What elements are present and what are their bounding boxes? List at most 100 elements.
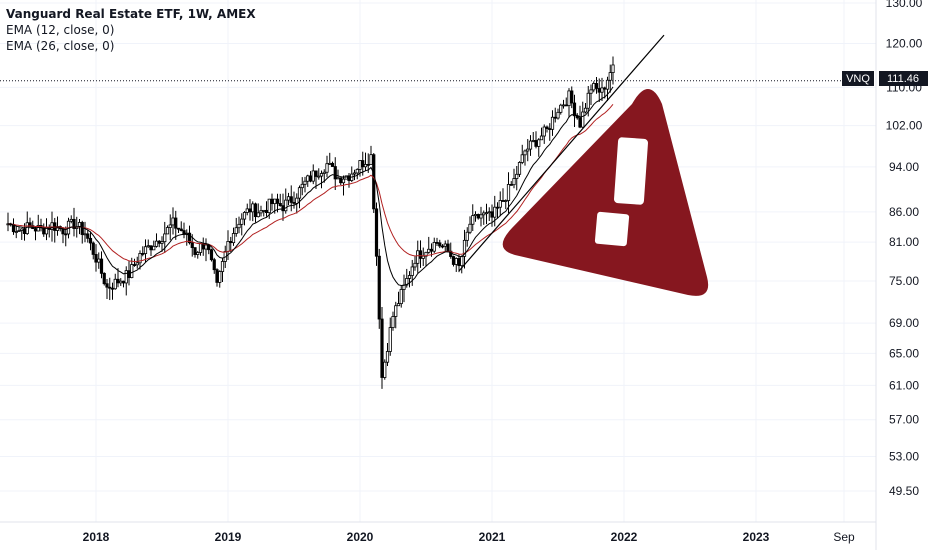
candle-body — [168, 224, 172, 228]
trendline[interactable] — [458, 34, 665, 272]
candle-body — [193, 247, 197, 255]
candle — [355, 168, 359, 180]
candle — [454, 257, 458, 272]
candle-body — [600, 87, 604, 93]
candle-body — [594, 83, 599, 89]
candle-body — [446, 243, 450, 252]
candle-body — [465, 231, 469, 241]
candle — [592, 81, 596, 93]
candle-body — [330, 162, 335, 167]
candle-body — [586, 92, 590, 109]
candle — [410, 259, 414, 286]
candle-body — [611, 64, 615, 74]
candle — [215, 268, 219, 287]
candle — [438, 239, 442, 249]
y-tick-label: 69.00 — [889, 316, 919, 330]
candle-body — [391, 316, 395, 328]
candle-body — [25, 222, 29, 234]
candle-body — [399, 289, 403, 305]
candle-body — [319, 173, 324, 177]
candle — [220, 257, 225, 282]
candle-body — [240, 218, 244, 225]
candle-body — [542, 126, 546, 137]
candle — [322, 169, 326, 183]
candle — [97, 252, 101, 269]
candle-body — [515, 173, 519, 179]
candle — [69, 215, 73, 224]
candle — [149, 245, 153, 257]
candle-body — [20, 228, 24, 231]
candle — [352, 169, 357, 181]
candle-body — [154, 240, 159, 247]
candle — [14, 226, 18, 239]
candle — [350, 166, 354, 183]
candle — [572, 94, 577, 127]
candle — [165, 225, 170, 235]
candle — [570, 86, 574, 109]
candle-body — [209, 249, 214, 261]
candle — [102, 272, 106, 286]
candle-body — [597, 88, 601, 93]
candle — [306, 174, 310, 187]
candle — [262, 209, 266, 217]
candle — [308, 171, 313, 183]
candle-body — [157, 240, 161, 244]
candle — [267, 198, 271, 219]
candle — [407, 271, 412, 288]
candle-body — [506, 184, 511, 201]
x-tick-label: Sep — [833, 530, 855, 544]
candle-body — [215, 269, 219, 283]
candle-body — [22, 228, 27, 234]
candle — [380, 306, 384, 389]
candle-body — [410, 266, 414, 276]
y-axis[interactable]: 130.00120.00110.00102.0094.0086.0081.007… — [886, 0, 923, 498]
candle-body — [363, 164, 368, 168]
candle — [25, 211, 29, 235]
candle-body — [564, 104, 568, 107]
candle — [319, 170, 324, 189]
candle — [564, 97, 568, 107]
candle — [402, 274, 406, 303]
candle — [473, 211, 478, 222]
candle — [460, 255, 464, 274]
candle-body — [462, 239, 467, 257]
candle — [561, 99, 566, 109]
y-tick-label: 57.00 — [889, 413, 919, 427]
candle — [160, 236, 164, 252]
candle — [47, 224, 51, 238]
candle — [270, 193, 274, 211]
candle-body — [270, 198, 274, 205]
candle — [121, 280, 126, 288]
candle — [339, 177, 343, 186]
candle-body — [528, 140, 533, 150]
candle-body — [556, 111, 560, 119]
candle-body — [248, 208, 252, 213]
candle-body — [471, 215, 475, 225]
legend-ema-26[interactable]: EMA (26, close, 0) — [6, 39, 115, 53]
candle-body — [495, 206, 500, 209]
warning-triangle-icon — [502, 89, 709, 296]
candle-body — [64, 233, 68, 236]
candle-body — [308, 175, 313, 182]
candle-body — [479, 214, 483, 219]
candle-body — [124, 270, 128, 284]
candle-body — [517, 162, 522, 175]
candle-body — [226, 241, 230, 252]
candle-body — [407, 275, 412, 279]
candle — [286, 192, 291, 206]
x-tick-label: 2018 — [83, 530, 110, 544]
candle — [317, 168, 321, 180]
candle — [240, 213, 244, 236]
candle — [88, 231, 93, 251]
candle — [432, 237, 436, 254]
candle — [91, 241, 95, 260]
legend-ema-12[interactable]: EMA (12, close, 0) — [6, 23, 115, 37]
candle-body — [374, 208, 379, 257]
candle-body — [121, 280, 126, 284]
candle — [531, 132, 535, 143]
x-axis[interactable]: 2018 2019 2020 2021 2022 2023 Sep — [83, 530, 855, 544]
candle — [487, 207, 491, 222]
candle-body — [69, 218, 73, 222]
candle-body — [259, 210, 263, 214]
